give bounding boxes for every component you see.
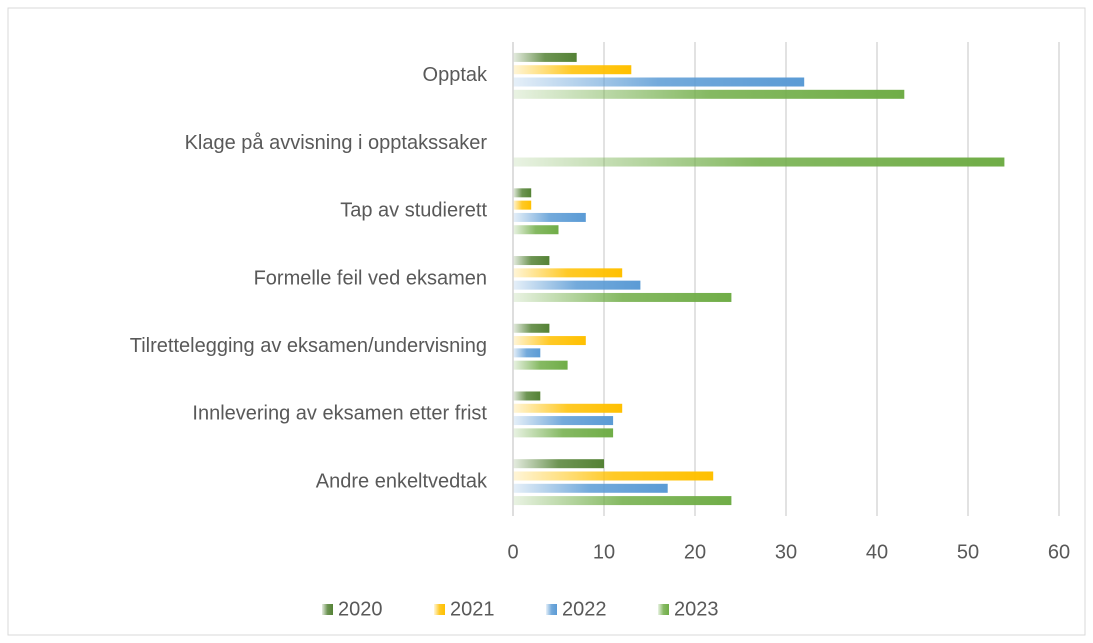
bar [513,471,714,481]
bar [513,403,623,413]
y-tick-label: Andre enkeltvedtak [316,470,488,492]
bar [513,323,550,333]
bar [513,292,732,302]
x-tick-label: 60 [1048,541,1070,563]
bar [513,360,568,370]
x-tick-label: 30 [775,541,797,563]
legend-label: 2023 [674,598,719,620]
bar [513,89,905,99]
y-tick-label: Opptak [423,64,488,86]
bar [513,65,632,75]
bar [513,212,586,222]
bar [513,280,641,290]
x-tick-label: 40 [866,541,888,563]
legend-swatch [658,604,669,615]
x-tick-label: 20 [684,541,706,563]
bar [513,348,541,358]
legend-label: 2021 [450,598,495,620]
bar [513,188,532,198]
bar [513,496,732,506]
bar [513,200,532,210]
bar [513,391,541,401]
x-tick-label: 0 [507,541,518,563]
x-tick-label: 50 [957,541,979,563]
bar [513,225,559,235]
legend-label: 2022 [562,598,607,620]
bar [513,268,623,278]
y-tick-label: Tap av studierett [340,200,487,222]
y-tick-label: Klage på avvisning i opptakssaker [185,132,488,154]
bar [513,416,614,426]
bar [513,483,668,493]
bar [513,428,614,438]
bar [513,52,577,62]
legend-label: 2020 [338,598,383,620]
legend-swatch [546,604,557,615]
bar [513,256,550,266]
legend-swatch [322,604,333,615]
y-tick-label: Innlevering av eksamen etter frist [192,403,487,425]
bar [513,336,586,346]
legend-swatch [434,604,445,615]
bar [513,77,805,87]
bar [513,459,604,469]
chart-border [7,7,1086,636]
x-tick-label: 10 [593,541,615,563]
bar [513,157,1005,167]
y-tick-label: Tilrettelegging av eksamen/undervisning [130,335,487,357]
y-tick-label: Formelle feil ved eksamen [254,267,487,289]
